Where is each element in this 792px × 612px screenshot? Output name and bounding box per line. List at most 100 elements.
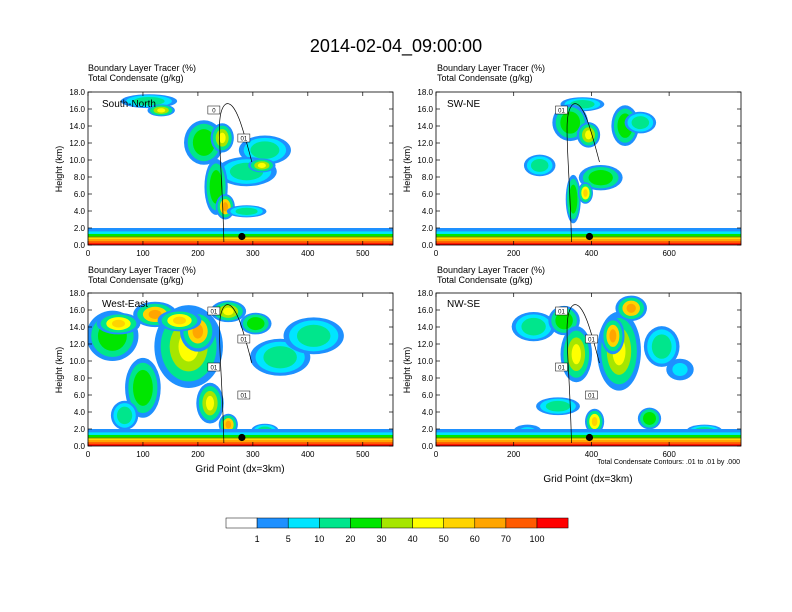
colorbar-swatch xyxy=(536,517,569,529)
y-tick-label: 10.0 xyxy=(417,156,433,165)
x-tick-label: 300 xyxy=(246,450,260,459)
colorbar-swatch xyxy=(287,517,320,529)
panel-subtitle-1: Boundary Layer Tracer (%) xyxy=(437,63,545,73)
field-blob xyxy=(672,363,688,376)
location-marker xyxy=(238,232,246,241)
y-tick-label: 8.0 xyxy=(422,374,434,383)
contour-label: 01 xyxy=(585,390,598,400)
y-tick-label: 4.0 xyxy=(74,408,86,417)
colorbar-swatch xyxy=(474,517,507,529)
x-tick-label: 100 xyxy=(136,249,150,258)
condensate-contour xyxy=(566,103,600,243)
colorbar-swatch xyxy=(443,517,476,529)
panel-subtitle-2: Total Condensate (g/kg) xyxy=(437,275,533,285)
plot-frame xyxy=(435,292,742,447)
field-blob xyxy=(250,141,280,159)
colorbar-label: 100 xyxy=(529,534,544,544)
field-blob xyxy=(112,319,125,328)
y-tick-label: 14.0 xyxy=(69,323,85,332)
svg-text:01: 01 xyxy=(241,394,248,400)
field-blob xyxy=(148,309,162,320)
location-marker xyxy=(585,433,594,442)
field-blob xyxy=(609,329,617,343)
field-blob xyxy=(530,158,549,172)
surface-band xyxy=(436,444,741,446)
x-tick-label: 0 xyxy=(434,450,439,459)
x-tick-label: 400 xyxy=(301,249,315,258)
panel-subtitle-1: Boundary Layer Tracer (%) xyxy=(88,265,196,275)
panel-name: West-East xyxy=(102,299,148,310)
svg-text:01: 01 xyxy=(588,394,595,400)
colorbar-swatch xyxy=(256,517,289,529)
panel-sw-ne: Boundary Layer Tracer (%) Total Condensa… xyxy=(402,63,742,258)
y-tick-label: 0.0 xyxy=(422,442,434,451)
contour-label: 01 xyxy=(555,362,568,372)
svg-text:01: 01 xyxy=(558,310,565,316)
y-tick-label: 10.0 xyxy=(69,156,85,165)
condensate-contour xyxy=(566,304,600,444)
svg-text:01: 01 xyxy=(241,338,248,344)
y-tick-label: 2.0 xyxy=(74,224,86,233)
colorbar-label: 50 xyxy=(439,534,449,544)
field-blob xyxy=(545,400,571,412)
condensate-field: 01 01 01 01 xyxy=(88,300,393,446)
y-tick-label: 6.0 xyxy=(74,391,86,400)
condensate-field: 01 01 01 01 xyxy=(436,295,741,446)
field-blob xyxy=(263,346,297,369)
y-tick-label: 12.0 xyxy=(69,340,85,349)
colorbar-swatch xyxy=(381,517,413,529)
y-tick-label: 18.0 xyxy=(417,88,433,97)
panel-nw-se: Boundary Layer Tracer (%) Total Condensa… xyxy=(402,265,742,485)
contour-label: 01 xyxy=(555,306,568,316)
plot-frame xyxy=(435,91,742,246)
y-tick-label: 12.0 xyxy=(417,139,433,148)
colorbar-swatch xyxy=(225,517,258,529)
x-tick-label: 0 xyxy=(86,249,91,258)
svg-text:01: 01 xyxy=(211,310,218,316)
colorbar-label: 60 xyxy=(470,534,480,544)
location-marker xyxy=(585,232,594,241)
panel-west-east: Boundary Layer Tracer (%) Total Condensa… xyxy=(54,265,394,475)
panel-subtitle-2: Total Condensate (g/kg) xyxy=(437,73,533,83)
colorbar: 1 5 10 20 30 40 50 60 70 100 xyxy=(225,517,569,544)
y-tick-label: 2.0 xyxy=(74,425,86,434)
x-tick-label: 0 xyxy=(434,249,439,258)
x-tick-label: 100 xyxy=(136,450,150,459)
x-tick-label: 300 xyxy=(246,249,260,258)
y-tick-label: 2.0 xyxy=(422,425,434,434)
y-tick-label: 16.0 xyxy=(69,105,85,114)
y-tick-label: 8.0 xyxy=(74,173,86,182)
field-blob xyxy=(585,130,592,140)
colorbar-swatch xyxy=(319,517,351,529)
y-tick-label: 4.0 xyxy=(422,408,434,417)
figure-title: 2014-02-04_09:00:00 xyxy=(310,36,482,57)
y-tick-label: 4.0 xyxy=(74,207,86,216)
x-tick-label: 500 xyxy=(356,450,370,459)
y-tick-label: 6.0 xyxy=(74,190,86,199)
svg-text:01: 01 xyxy=(558,366,565,372)
surface-band xyxy=(436,442,741,446)
field-blob xyxy=(246,317,265,331)
plot-frame xyxy=(87,91,394,246)
x-tick-label: 400 xyxy=(301,450,315,459)
surface-band xyxy=(88,444,393,446)
y-tick-label: 16.0 xyxy=(417,306,433,315)
field-blob xyxy=(583,189,588,197)
field-blob xyxy=(591,416,598,427)
y-tick-label: 12.0 xyxy=(417,340,433,349)
field-blob xyxy=(560,111,581,134)
y-tick-label: 18.0 xyxy=(69,289,85,298)
y-tick-label: 16.0 xyxy=(417,105,433,114)
y-tick-label: 6.0 xyxy=(422,391,434,400)
condensate-field: 0 01 xyxy=(88,94,393,245)
field-blob xyxy=(555,311,573,330)
y-tick-label: 16.0 xyxy=(69,306,85,315)
x-tick-label: 0 xyxy=(86,450,91,459)
field-blob xyxy=(571,344,581,365)
panel-subtitle-1: Boundary Layer Tracer (%) xyxy=(437,265,545,275)
field-blob xyxy=(173,316,186,325)
panel-name: SW-NE xyxy=(447,99,480,110)
svg-text:01: 01 xyxy=(241,137,248,143)
contour-label: 01 xyxy=(585,334,598,344)
